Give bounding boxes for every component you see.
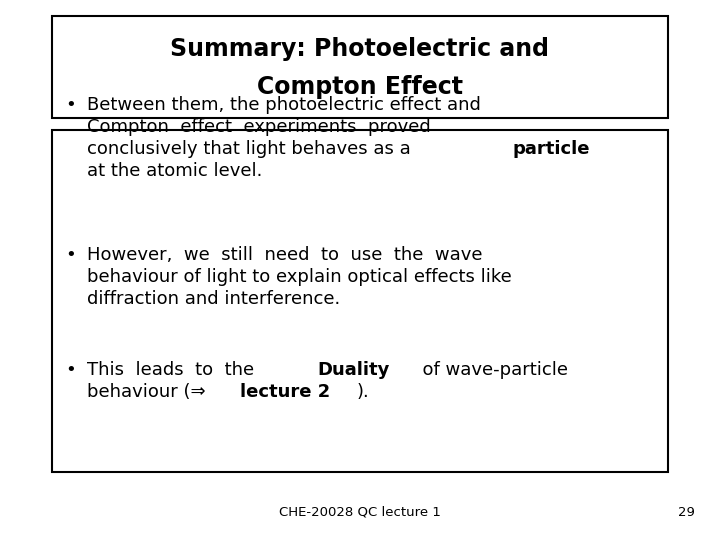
Text: ).: ). — [356, 383, 369, 401]
Text: particle: particle — [512, 140, 590, 158]
Text: However,  we  still  need  to  use  the  wave: However, we still need to use the wave — [87, 246, 482, 264]
Text: CHE-20028 QC lecture 1: CHE-20028 QC lecture 1 — [279, 505, 441, 518]
Text: This  leads  to  the: This leads to the — [87, 361, 266, 379]
Text: Duality: Duality — [318, 361, 390, 379]
Text: Summary: Photoelectric and: Summary: Photoelectric and — [171, 37, 549, 60]
Bar — [52, 16, 668, 118]
Text: diffraction and interference.: diffraction and interference. — [87, 290, 341, 308]
Text: of wave-particle: of wave-particle — [411, 361, 568, 379]
Text: behaviour (⇒: behaviour (⇒ — [87, 383, 206, 401]
Text: •: • — [65, 96, 76, 114]
Text: behaviour of light to explain optical effects like: behaviour of light to explain optical ef… — [87, 268, 512, 286]
Text: Compton  effect  experiments  proved: Compton effect experiments proved — [87, 118, 431, 136]
Text: lecture 2: lecture 2 — [240, 383, 330, 401]
Text: •: • — [65, 246, 76, 264]
Text: •: • — [65, 361, 76, 379]
Text: conclusively that light behaves as a: conclusively that light behaves as a — [87, 140, 416, 158]
Text: Between them, the photoelectric effect and: Between them, the photoelectric effect a… — [87, 96, 481, 114]
Bar — [52, 130, 668, 472]
Text: 29: 29 — [678, 505, 695, 518]
Text: at the atomic level.: at the atomic level. — [87, 162, 262, 180]
Text: Compton Effect: Compton Effect — [257, 76, 463, 99]
